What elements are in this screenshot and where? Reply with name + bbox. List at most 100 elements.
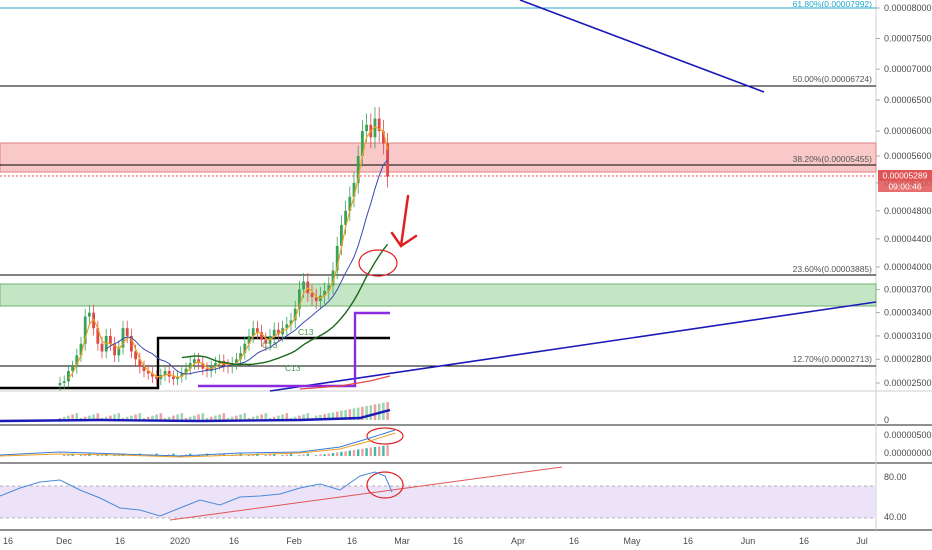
volume-bar (209, 416, 213, 420)
volume-bar (251, 416, 255, 420)
volume-bar (373, 404, 377, 420)
macd-bar (247, 455, 251, 456)
volume-bar (361, 406, 364, 420)
volume-bar (188, 416, 192, 420)
macd-bar (336, 452, 339, 456)
volume-bar (264, 413, 268, 420)
candle-body (138, 359, 142, 368)
candle-body (201, 363, 205, 369)
trend-lines[interactable] (169, 0, 876, 521)
volume-bar (285, 413, 289, 420)
moving-average-line (67, 126, 389, 379)
time-tick-label: 2020 (170, 536, 190, 546)
volume-bar (226, 418, 230, 420)
indicator-tick-label: 40.00 (884, 512, 907, 522)
rsi-band (0, 486, 876, 518)
highlight-circle-macd (366, 427, 404, 445)
volume-bar (352, 408, 356, 420)
volume-pane (0, 402, 391, 423)
resistance-zone[interactable] (0, 142, 877, 173)
price-tick-label: 0.00004800 (884, 206, 932, 216)
macd-bar (113, 455, 116, 456)
candle-body (125, 328, 129, 336)
macd-bar (352, 450, 356, 456)
volume-bar (151, 415, 154, 420)
svg-text:0.00005289: 0.00005289 (883, 171, 928, 181)
volume-bar (62, 416, 66, 420)
macd-bar (252, 454, 255, 456)
volume-bar (167, 416, 171, 420)
candle-body (356, 155, 360, 183)
macd-bar (378, 446, 381, 456)
volume-bar (197, 414, 200, 420)
macd-bar (273, 453, 276, 456)
candle-body (352, 182, 356, 197)
time-axis[interactable]: 16 Dec 16 2020 16 Feb 16 Mar 16 Apr 16 May 16 Jun 16 Ju… (3, 536, 868, 546)
candle-body (142, 367, 146, 372)
volume-bar (96, 413, 100, 420)
candle-body (62, 381, 66, 384)
candle-body (365, 124, 368, 132)
fib-lines[interactable] (0, 7, 876, 367)
candle-body (83, 316, 87, 344)
structure-boxes[interactable] (0, 311, 390, 390)
rsi-line (0, 471, 393, 517)
candle-body (344, 210, 347, 225)
macd-line (0, 429, 396, 457)
candle-body (188, 363, 192, 369)
macd-bar (84, 454, 87, 456)
candle-body (172, 376, 175, 380)
macd-signal-line (0, 432, 396, 458)
macd-bar (386, 445, 389, 456)
highlight-circle-rsi (366, 471, 404, 499)
volume-bar (230, 416, 234, 420)
candle-body (289, 320, 293, 325)
candle-body (247, 335, 251, 344)
candle-body (235, 359, 238, 364)
macd-bar (327, 453, 330, 456)
macd-bar (63, 455, 66, 456)
volume-bar (142, 418, 146, 420)
macd-bar (382, 445, 385, 456)
support-zone[interactable] (0, 283, 877, 307)
moving-average-line (181, 243, 389, 366)
volume-bar (180, 413, 184, 420)
candle-body (348, 196, 352, 211)
candle-body (331, 270, 335, 286)
moving-average-line (299, 375, 391, 390)
volume-bar (335, 411, 339, 420)
candle-body (88, 312, 91, 317)
candle-body (302, 281, 305, 290)
annotation-c13-1: C13 (262, 340, 278, 350)
volume-bar (134, 414, 137, 420)
candle-body (113, 343, 116, 356)
indicator-tick-label: 0.00000000 (884, 448, 932, 458)
candle-body (298, 289, 301, 309)
price-axis[interactable]: 0.00008000 0.00007500 0.00007000 0.00006500… (876, 3, 932, 522)
macd-bar (222, 453, 225, 456)
macd-bar (348, 450, 351, 456)
time-tick-label: Feb (286, 536, 302, 546)
candle-body (214, 363, 217, 368)
purple-step-line (198, 311, 390, 388)
price-tick-label: 0.00007000 (884, 64, 932, 74)
volume-bar (260, 414, 263, 420)
time-tick-label: Dec (56, 536, 73, 546)
volume-bar (205, 418, 209, 420)
annotation-c13-3: C13 (285, 363, 301, 373)
volume-bar (277, 415, 280, 420)
volume-bar (117, 413, 121, 420)
volume-bar (75, 413, 79, 420)
candle-body (146, 371, 150, 374)
rsi-trend-line (169, 466, 563, 521)
candle-body (285, 324, 289, 329)
macd-bar (306, 453, 309, 456)
volume-bar (163, 418, 167, 420)
fib-label-61: 61.80%(0.00007992) (793, 0, 873, 9)
volume-ma-line (0, 408, 391, 423)
candle-body (260, 332, 263, 340)
volume-bar (92, 414, 95, 420)
price-tick-label: 0.00004400 (884, 234, 932, 244)
candle-body (121, 328, 125, 348)
